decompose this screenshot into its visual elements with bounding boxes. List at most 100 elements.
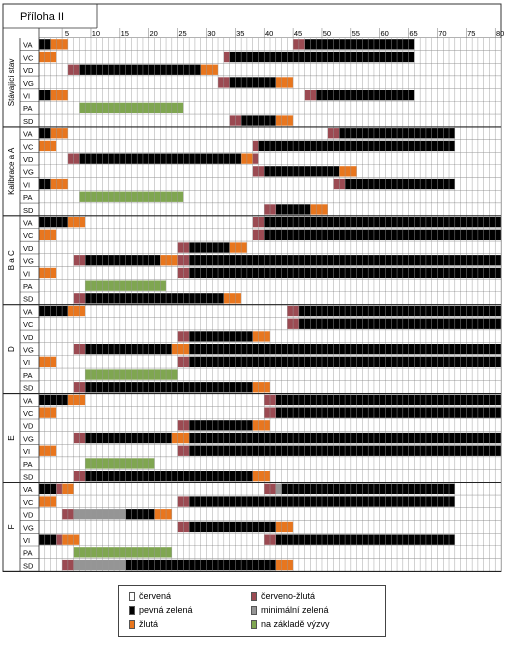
row-label: VA (23, 41, 32, 50)
row-label: VC (23, 231, 34, 240)
tick-label: 35 (236, 29, 244, 38)
row-label: VA (23, 396, 32, 405)
bar-segment (50, 128, 68, 139)
bar-segment (252, 153, 259, 164)
bar-segment (252, 471, 270, 482)
bar-segment (189, 331, 253, 342)
bar-segment (85, 344, 172, 355)
row-label: VD (23, 66, 34, 75)
bar-segment (85, 255, 161, 266)
row-label: SD (23, 561, 34, 570)
bar-segment (275, 559, 294, 571)
bar-segment (154, 509, 172, 520)
bar-segment (73, 509, 126, 520)
group-label: F (7, 524, 16, 529)
row-label: VD (23, 155, 34, 164)
legend-swatch (129, 620, 135, 629)
bar-segment (62, 534, 80, 545)
row-label: PA (23, 371, 32, 380)
bar-segment (252, 420, 270, 431)
row-label: VG (23, 257, 34, 266)
bar-segment (252, 382, 270, 393)
row-label: VD (23, 244, 34, 253)
bar-segment (39, 496, 57, 507)
bar-segment (310, 204, 328, 215)
bar-segment (39, 217, 68, 228)
group-label: Stávající stav (7, 59, 16, 107)
bar-segment (252, 140, 259, 152)
bar-segment (304, 39, 415, 50)
bar-segment (56, 534, 63, 545)
bar-segment (223, 51, 230, 63)
row-label: VA (23, 219, 32, 228)
bar-segment (275, 394, 501, 406)
bar-segment (275, 521, 294, 533)
row-label: SD (23, 206, 34, 215)
row-label: VI (23, 269, 30, 278)
group-label: E (7, 435, 16, 440)
bar-segment (264, 166, 340, 177)
bar-segment (252, 331, 270, 342)
legend-swatch (129, 592, 135, 601)
tick-label: 70 (438, 29, 446, 38)
legend-label: žlutá (139, 619, 159, 629)
bar-segment (264, 229, 501, 240)
row-label: SD (23, 117, 34, 126)
bar-segment (50, 90, 68, 101)
row-label: VC (23, 320, 34, 329)
bar-segment (85, 432, 172, 444)
row-label: SD (23, 295, 34, 304)
row-label: VD (23, 511, 34, 520)
bar-segment (39, 394, 68, 406)
row-label: VA (23, 485, 32, 494)
legend-swatch (251, 620, 257, 629)
tick-label: 40 (265, 29, 273, 38)
bar-segment (275, 407, 501, 418)
tick-label: 75 (467, 29, 475, 38)
group-label: Kalibrace a A (7, 147, 16, 195)
tick-label: 10 (92, 29, 100, 38)
bar-segment (171, 432, 190, 444)
row-label: PA (23, 104, 32, 113)
tick-label: 5 (65, 29, 69, 38)
row-label: VC (23, 498, 34, 507)
bar-segment (50, 178, 68, 190)
row-label: VG (23, 168, 34, 177)
group-label: B a C (7, 250, 16, 270)
bar-segment (275, 534, 455, 545)
row-label: VC (23, 142, 34, 151)
legend: červená červeno-žlutá pevná zelená minim… (118, 585, 386, 637)
tick-label: 20 (149, 29, 157, 38)
row-label: VG (23, 523, 34, 532)
bar-segment (39, 267, 57, 279)
row-label: VG (23, 346, 34, 355)
row-label: VC (23, 409, 34, 418)
row-label: VA (23, 307, 32, 316)
bar-segment (39, 51, 57, 63)
legend-swatch (251, 592, 257, 601)
bar-segment (229, 242, 247, 253)
legend-label: červená (139, 591, 172, 601)
tick-label: 15 (121, 29, 129, 38)
bar-segment (39, 445, 57, 456)
tick-label: 30 (207, 29, 215, 38)
bar-segment (298, 318, 501, 329)
legend-label: červeno-žlutá (261, 591, 316, 601)
bar-segment (85, 382, 253, 393)
bar-segment (160, 255, 178, 266)
legend-label: pevná zelená (139, 605, 193, 615)
bar-segment (200, 64, 219, 75)
row-label: VI (23, 92, 30, 101)
tick-label: 25 (178, 29, 186, 38)
row-label: VA (23, 130, 32, 139)
bar-segment (67, 305, 86, 317)
bar-segment (171, 344, 190, 355)
row-label: VD (23, 422, 34, 431)
row-label: VI (23, 180, 30, 189)
row-label: VG (23, 434, 34, 443)
bar-segment (67, 394, 86, 406)
tick-label: 45 (294, 29, 302, 38)
bar-segment (39, 140, 57, 152)
row-label: PA (23, 282, 32, 291)
bar-segment (275, 483, 282, 494)
